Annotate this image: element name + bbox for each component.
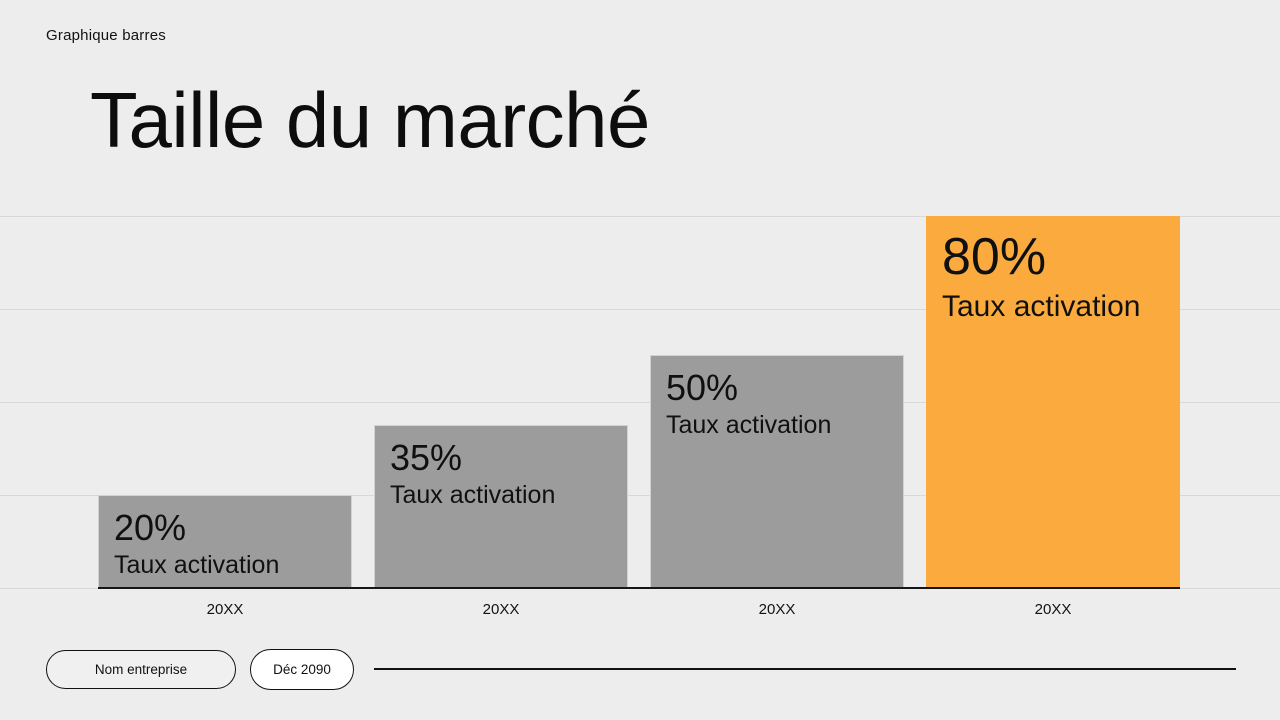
chart-bar: 50% Taux activation — [650, 355, 904, 588]
gridline — [0, 216, 1280, 217]
page-title: Taille du marché — [90, 76, 650, 164]
bar-value-label: 50% — [666, 367, 739, 408]
gridline — [0, 309, 1280, 310]
gridline — [0, 495, 1280, 496]
chart-bar-highlight: 80% Taux activation — [926, 216, 1180, 588]
bar-value-label: 20% — [114, 507, 187, 548]
gridline — [0, 402, 1280, 403]
bar-sublabel: Taux activation — [942, 290, 1141, 324]
chart-x-axis-labels: 20XX 20XX 20XX 20XX — [98, 601, 1180, 618]
company-name-pill[interactable]: Nom entreprise — [46, 650, 236, 689]
x-axis-label: 20XX — [206, 601, 244, 618]
bar-sublabel: Taux activation — [666, 411, 832, 440]
x-axis-label: 20XX — [758, 601, 796, 618]
footer-divider-line — [374, 668, 1236, 670]
x-axis-label: 20XX — [482, 601, 520, 618]
bar-value-label: 80% — [942, 228, 1047, 286]
chart-bars: 20% Taux activation 35% Taux activation 50% T… — [98, 216, 1180, 588]
slide-kicker: Graphique barres — [46, 27, 166, 44]
chart-baseline — [98, 587, 1180, 589]
chart-bar: 35% Taux activation — [374, 425, 628, 588]
chart-bar: 20% Taux activation — [98, 495, 352, 588]
bar-sublabel: Taux activation — [390, 481, 556, 510]
bar-value-label: 35% — [390, 437, 463, 478]
x-axis-label: 20XX — [1034, 601, 1072, 618]
bar-sublabel: Taux activation — [114, 551, 280, 580]
date-pill[interactable]: Déc 2090 — [250, 649, 354, 690]
